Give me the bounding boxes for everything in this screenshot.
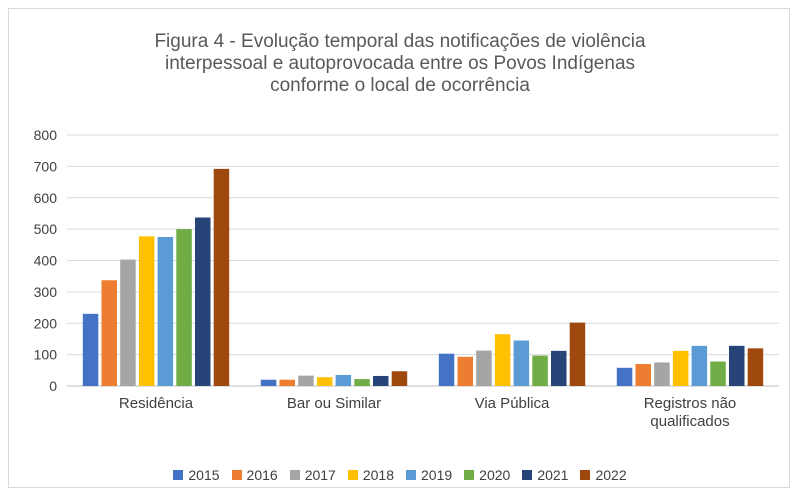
legend-item: 2022: [580, 467, 627, 483]
legend-swatch: [522, 470, 533, 480]
bar: [513, 340, 530, 386]
bar: [616, 367, 633, 386]
legend-swatch: [580, 470, 591, 480]
bar: [494, 334, 511, 386]
legend-item: 2020: [464, 467, 510, 483]
bar: [176, 229, 192, 386]
legend-label: 2021: [537, 467, 569, 483]
legend-item: 2019: [406, 467, 452, 483]
legend-item: 2021: [522, 467, 568, 483]
bar: [101, 280, 117, 386]
y-tick-label: 800: [34, 127, 58, 143]
y-tick-label: 0: [49, 378, 57, 394]
bar: [335, 375, 352, 386]
y-tick-label: 300: [34, 284, 58, 300]
x-tick-label: Residência: [119, 395, 194, 412]
legend-item: 2017: [289, 467, 336, 483]
chart-title-line-1: Figura 4 - Evolução temporal das notific…: [154, 31, 646, 52]
bar: [82, 313, 99, 386]
chart-title-line-2: interpessoal e autoprovocada entre os Po…: [164, 53, 636, 74]
bar: [279, 379, 295, 386]
legend-item: 2018: [347, 467, 394, 483]
bar: [691, 345, 708, 386]
bar: [157, 236, 174, 386]
chart-frame: Figura 4 - Evolução temporal das notific…: [8, 8, 790, 488]
bar: [298, 375, 314, 386]
bar: [569, 322, 586, 386]
bar: [138, 236, 155, 386]
x-tick-label: Bar ou Similar: [287, 395, 381, 412]
bar: [391, 371, 408, 386]
legend-item: 2016: [231, 467, 278, 483]
legend-item: 2015: [173, 467, 220, 483]
bar: [260, 379, 277, 386]
y-tick-label: 700: [34, 158, 58, 174]
bar: [672, 350, 689, 386]
y-tick-label: 500: [34, 221, 58, 237]
bar: [747, 348, 764, 386]
legend-label: 2015: [188, 467, 220, 483]
legend-swatch: [464, 470, 475, 480]
legend-label: 2018: [362, 467, 394, 483]
chart-legend: 2015 2016 2017 2018 2019 2020 2021 2022: [9, 467, 791, 483]
bar: [635, 364, 651, 386]
bar: [438, 353, 455, 386]
legend-label: 2020: [479, 467, 511, 483]
x-tick-label: qualificados: [650, 413, 729, 430]
legend-label: 2017: [304, 467, 336, 483]
legend-label: 2022: [595, 467, 627, 483]
x-tick-label: Registros não: [644, 395, 737, 412]
bar: [195, 217, 211, 386]
bar: [354, 379, 370, 386]
bar: [316, 377, 333, 386]
bar: [476, 350, 492, 386]
bar: [551, 350, 567, 386]
bar: [373, 375, 389, 386]
legend-swatch: [173, 470, 184, 480]
legend-swatch: [231, 470, 242, 480]
chart-title: Figura 4 - Evolução temporal das notific…: [9, 31, 791, 97]
y-tick-label: 100: [34, 347, 58, 363]
bar: [710, 361, 726, 386]
bar: [729, 345, 745, 386]
legend-swatch: [289, 470, 300, 480]
y-tick-label: 200: [34, 315, 58, 331]
legend-swatch: [347, 470, 358, 480]
y-tick-label: 600: [34, 190, 58, 206]
x-tick-label: Via Pública: [475, 395, 550, 412]
bar: [120, 259, 136, 386]
bar: [532, 355, 548, 386]
y-tick-label: 400: [34, 253, 58, 269]
legend-label: 2019: [421, 467, 453, 483]
bar: [457, 356, 473, 386]
bar: [213, 168, 230, 386]
legend-swatch: [406, 470, 416, 480]
legend-label: 2016: [246, 467, 278, 483]
bar: [654, 362, 670, 386]
bar-chart: 0 100 200 300 400 500 600 700 800 Residência Bar o…: [34, 127, 779, 430]
chart-title-line-3: conforme o local de ocorrência: [270, 75, 530, 96]
